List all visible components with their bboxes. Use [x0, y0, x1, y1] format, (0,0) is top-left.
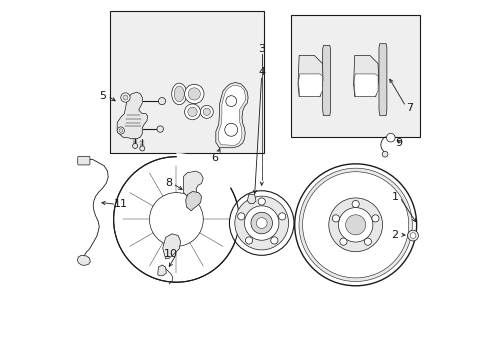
Circle shape: [184, 84, 203, 104]
Circle shape: [234, 196, 288, 250]
Text: 7: 7: [405, 103, 412, 113]
Circle shape: [224, 123, 237, 136]
Circle shape: [122, 95, 128, 100]
Text: 9: 9: [394, 139, 402, 148]
Circle shape: [158, 98, 165, 105]
Circle shape: [229, 191, 293, 255]
FancyBboxPatch shape: [110, 12, 264, 153]
FancyBboxPatch shape: [290, 15, 419, 137]
Circle shape: [184, 104, 200, 120]
Circle shape: [188, 88, 200, 100]
Polygon shape: [218, 85, 244, 145]
Circle shape: [364, 238, 371, 245]
Wedge shape: [176, 153, 233, 220]
Text: 8: 8: [165, 178, 172, 188]
Polygon shape: [298, 74, 322, 96]
Polygon shape: [215, 82, 247, 148]
Circle shape: [298, 168, 411, 282]
Circle shape: [119, 129, 122, 132]
Circle shape: [258, 198, 265, 205]
Text: 11: 11: [114, 199, 127, 210]
Circle shape: [302, 172, 408, 278]
Circle shape: [157, 126, 163, 132]
Ellipse shape: [171, 83, 186, 105]
Polygon shape: [353, 74, 377, 96]
Polygon shape: [297, 55, 322, 96]
Polygon shape: [158, 265, 166, 276]
Circle shape: [338, 208, 372, 242]
Circle shape: [149, 193, 203, 246]
Circle shape: [332, 215, 339, 222]
Polygon shape: [185, 192, 201, 211]
Text: 5: 5: [99, 91, 106, 101]
Polygon shape: [378, 44, 386, 116]
Polygon shape: [183, 171, 203, 197]
Circle shape: [113, 157, 239, 282]
Circle shape: [270, 237, 277, 244]
Circle shape: [407, 230, 418, 241]
Circle shape: [382, 151, 387, 157]
Circle shape: [140, 146, 144, 151]
Circle shape: [371, 215, 378, 222]
Text: 6: 6: [211, 153, 218, 163]
Text: 10: 10: [163, 249, 178, 259]
Circle shape: [256, 218, 266, 228]
Polygon shape: [247, 194, 255, 204]
Polygon shape: [117, 92, 147, 139]
Circle shape: [351, 201, 359, 208]
Text: 3: 3: [258, 44, 264, 54]
FancyBboxPatch shape: [78, 156, 90, 165]
Polygon shape: [353, 55, 378, 96]
Circle shape: [200, 105, 213, 118]
Circle shape: [245, 237, 252, 244]
Circle shape: [121, 93, 130, 102]
Circle shape: [250, 212, 272, 234]
Circle shape: [117, 127, 124, 134]
Circle shape: [339, 238, 346, 245]
Polygon shape: [322, 45, 330, 116]
Circle shape: [203, 108, 210, 116]
Circle shape: [225, 96, 236, 107]
Text: 2: 2: [391, 230, 398, 239]
Circle shape: [328, 198, 382, 252]
Text: 4: 4: [258, 67, 264, 77]
Circle shape: [409, 233, 415, 238]
Circle shape: [132, 143, 137, 148]
Polygon shape: [77, 255, 90, 265]
Circle shape: [244, 206, 278, 240]
Circle shape: [278, 213, 285, 220]
Ellipse shape: [174, 86, 184, 102]
Circle shape: [386, 134, 394, 142]
Circle shape: [187, 107, 197, 117]
Circle shape: [237, 213, 244, 220]
Text: 1: 1: [391, 192, 398, 202]
Circle shape: [345, 215, 365, 235]
Polygon shape: [163, 234, 180, 259]
Circle shape: [294, 164, 416, 286]
